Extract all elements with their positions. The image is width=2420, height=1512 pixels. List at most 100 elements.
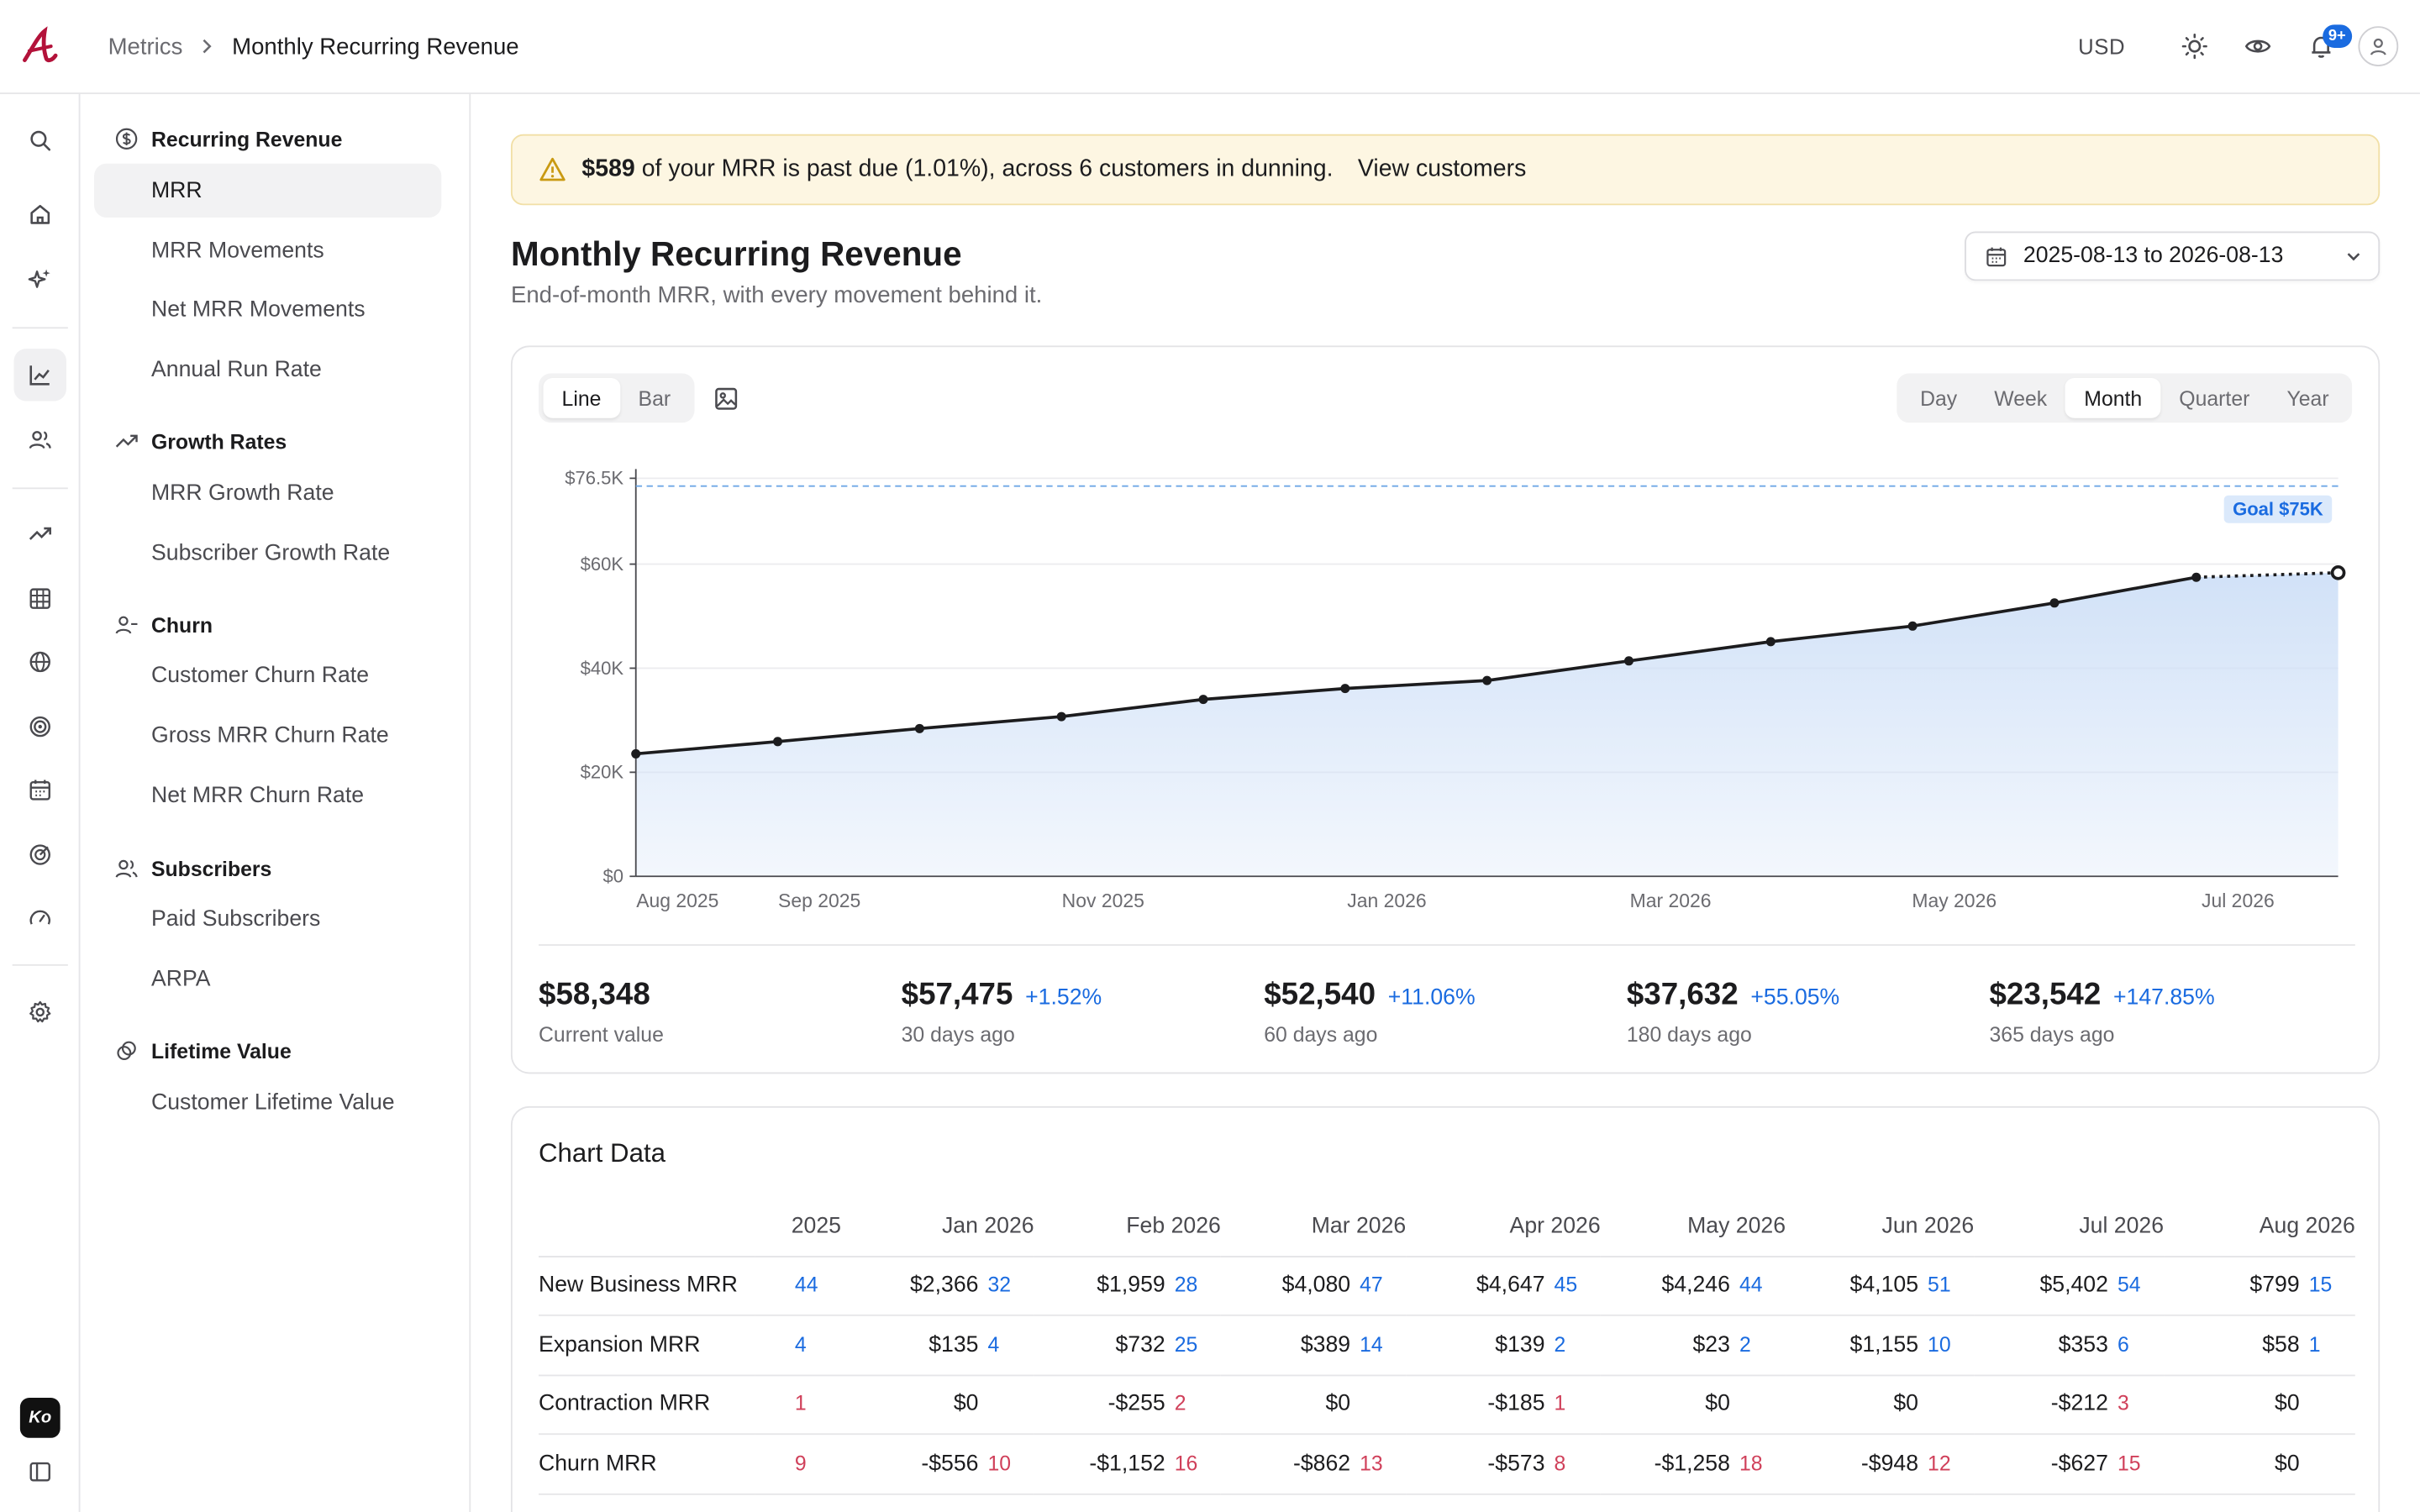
alert-amount: $589	[581, 155, 635, 182]
stat-delta: +11.06%	[1387, 985, 1476, 1011]
nav-item-customer-lifetime-value[interactable]: Customer Lifetime Value	[150, 1089, 395, 1116]
sparkle-icon	[28, 269, 50, 288]
row-label: Churn MRR	[539, 1434, 755, 1494]
cell-amount: $2,366	[909, 1273, 979, 1299]
settings-button[interactable]	[14, 986, 66, 1038]
table-header-row: 2025 Jan 2026 Feb 2026 Mar 2026 Apr 2026 May …	[539, 1197, 2355, 1257]
insights-button[interactable]	[14, 253, 66, 305]
nav-item-net-mrr-churn-rate[interactable]: Net MRR Churn Rate	[150, 783, 365, 808]
cell-amount: $5,402	[2039, 1273, 2108, 1299]
radar-icon	[29, 844, 50, 865]
calendar-icon	[1986, 246, 2007, 266]
table-cell: -$1,258 18	[1600, 1434, 1786, 1494]
nav-item-customer-churn-rate[interactable]: Customer Churn Rate	[150, 662, 370, 688]
cell-count: 32	[987, 1273, 1012, 1297]
table-cell: -$573 8	[1406, 1434, 1601, 1494]
visibility-toggle-button[interactable]	[2226, 15, 2289, 76]
chart-card: Line Bar Day Week Month Quarter Year $0 $…	[510, 345, 2381, 1074]
table-row: New Business MRR 44 $2,366 32 $1,959 28 $4,080…	[539, 1256, 2355, 1316]
table-column-header: May 2026	[1600, 1197, 1786, 1257]
table-cell: -$862 13	[1220, 1434, 1407, 1494]
breadcrumb-current: Monthly Recurring Revenue	[232, 33, 519, 60]
cell-count: 10	[987, 1451, 1012, 1475]
cell-amount: $4,080	[1281, 1273, 1351, 1299]
app-logo[interactable]	[0, 0, 81, 92]
table-cell: 4	[755, 1315, 842, 1376]
home-button[interactable]	[14, 188, 66, 240]
nav-item-paid-subscribers[interactable]: Paid Subscribers	[150, 906, 321, 932]
search-button[interactable]	[14, 114, 66, 166]
nav-item-gross-mrr-churn-rate[interactable]: Gross MRR Churn Rate	[150, 722, 389, 748]
period-quarter[interactable]: Quarter	[2179, 386, 2250, 410]
table-cell: $58 1	[2164, 1315, 2355, 1376]
period-week[interactable]: Week	[1994, 386, 2048, 410]
period-year[interactable]: Year	[2286, 386, 2329, 410]
mrr-line	[635, 575, 2197, 756]
table-cell: $4,246 44	[1600, 1256, 1786, 1316]
main-content: $589 of your MRR is past due (1.01%), ac…	[471, 94, 2420, 1512]
data-point	[1765, 637, 1776, 647]
chart-type-line[interactable]: Line	[543, 377, 620, 418]
data-point	[1056, 711, 1066, 722]
nav-item-arpa[interactable]: ARPA	[150, 966, 211, 992]
nav-item-net-mrr-movements[interactable]: Net MRR Movements	[150, 297, 366, 322]
workspace-badge[interactable]: Ko	[19, 1398, 60, 1438]
tables-button[interactable]	[14, 572, 66, 624]
cell-amount: $23	[1692, 1332, 1730, 1357]
stat-delta: +147.85%	[2112, 985, 2215, 1011]
sidebar-toggle-button[interactable]	[14, 1446, 66, 1498]
calendar-button[interactable]	[14, 764, 66, 816]
nav-item-annual-run-rate[interactable]: Annual Run Rate	[150, 357, 322, 382]
stat-label: 30 days ago	[901, 1022, 1015, 1047]
stat-label: 180 days ago	[1626, 1022, 1752, 1047]
data-point	[631, 748, 641, 759]
table-cell: $4,105 51	[1786, 1256, 1975, 1316]
cell-count: 45	[1554, 1273, 1578, 1297]
customers-button[interactable]	[14, 413, 66, 465]
goals-button[interactable]	[14, 701, 66, 753]
nav-item-subscriber-growth-rate[interactable]: Subscriber Growth Rate	[150, 540, 391, 566]
table-column-header: Jun 2026	[1786, 1197, 1975, 1257]
period-month[interactable]: Month	[2065, 377, 2161, 418]
stat-value: $57,475	[901, 978, 1013, 1012]
theme-toggle-button[interactable]	[2162, 15, 2225, 76]
nav-group-label: Subscribers	[150, 857, 272, 880]
cell-amount: -$185	[1487, 1392, 1545, 1417]
date-range-picker[interactable]: 2025-08-13 to 2026-08-13	[1965, 231, 2381, 281]
table-cell: $135 4	[841, 1315, 1034, 1376]
radar-button[interactable]	[14, 828, 66, 880]
notifications-button[interactable]: 9+	[2289, 15, 2353, 76]
chart-type-bar[interactable]: Bar	[638, 386, 671, 410]
nav-item-mrr-growth-rate[interactable]: MRR Growth Rate	[150, 480, 334, 506]
table-row: Expansion MRR 4 $135 4 $732 25 $389 14 $139 2 $23 2…	[539, 1315, 2355, 1376]
row-label: Contraction MRR	[539, 1374, 755, 1436]
table-cell: -$1,152 16	[1034, 1434, 1221, 1494]
user-icon	[2370, 38, 2386, 55]
period-day[interactable]: Day	[1920, 386, 1958, 410]
avatar[interactable]	[2358, 26, 2399, 66]
nav-item-mrr[interactable]: MRR	[94, 163, 442, 218]
chart-data-card: Chart Data 2025 Jan 2026 Feb 2026 Mar 2026 A…	[510, 1105, 2381, 1512]
cell-amount: $0	[1325, 1392, 1351, 1417]
currency-selector[interactable]: USD	[2078, 34, 2126, 59]
view-customers-link[interactable]: View customers	[1357, 155, 1527, 182]
table-column-header: 2025	[755, 1197, 842, 1257]
metrics-button[interactable]	[13, 349, 66, 402]
nav-item-mrr-movements[interactable]: MRR Movements	[150, 238, 324, 264]
table-cell: 44	[755, 1256, 842, 1316]
table-cell: -$627 15	[1974, 1434, 2165, 1494]
breadcrumb-parent[interactable]: Metrics	[108, 33, 183, 60]
performance-button[interactable]	[14, 892, 66, 944]
table-cell: -$948 12	[1786, 1434, 1975, 1494]
trends-button[interactable]	[14, 507, 66, 559]
cell-amount: $0	[1893, 1392, 1919, 1417]
export-image-button[interactable]	[708, 381, 742, 415]
stat-60-days: $52,540 +11.06% 60 days ago	[1264, 946, 1627, 1046]
rail-divider	[12, 487, 68, 490]
row-label: New Business MRR	[539, 1256, 755, 1316]
cell-count: 2	[1739, 1332, 1751, 1357]
cell-amount: -$1,258	[1654, 1451, 1730, 1477]
cell-count: 2	[1554, 1332, 1566, 1357]
geography-button[interactable]	[14, 636, 66, 688]
